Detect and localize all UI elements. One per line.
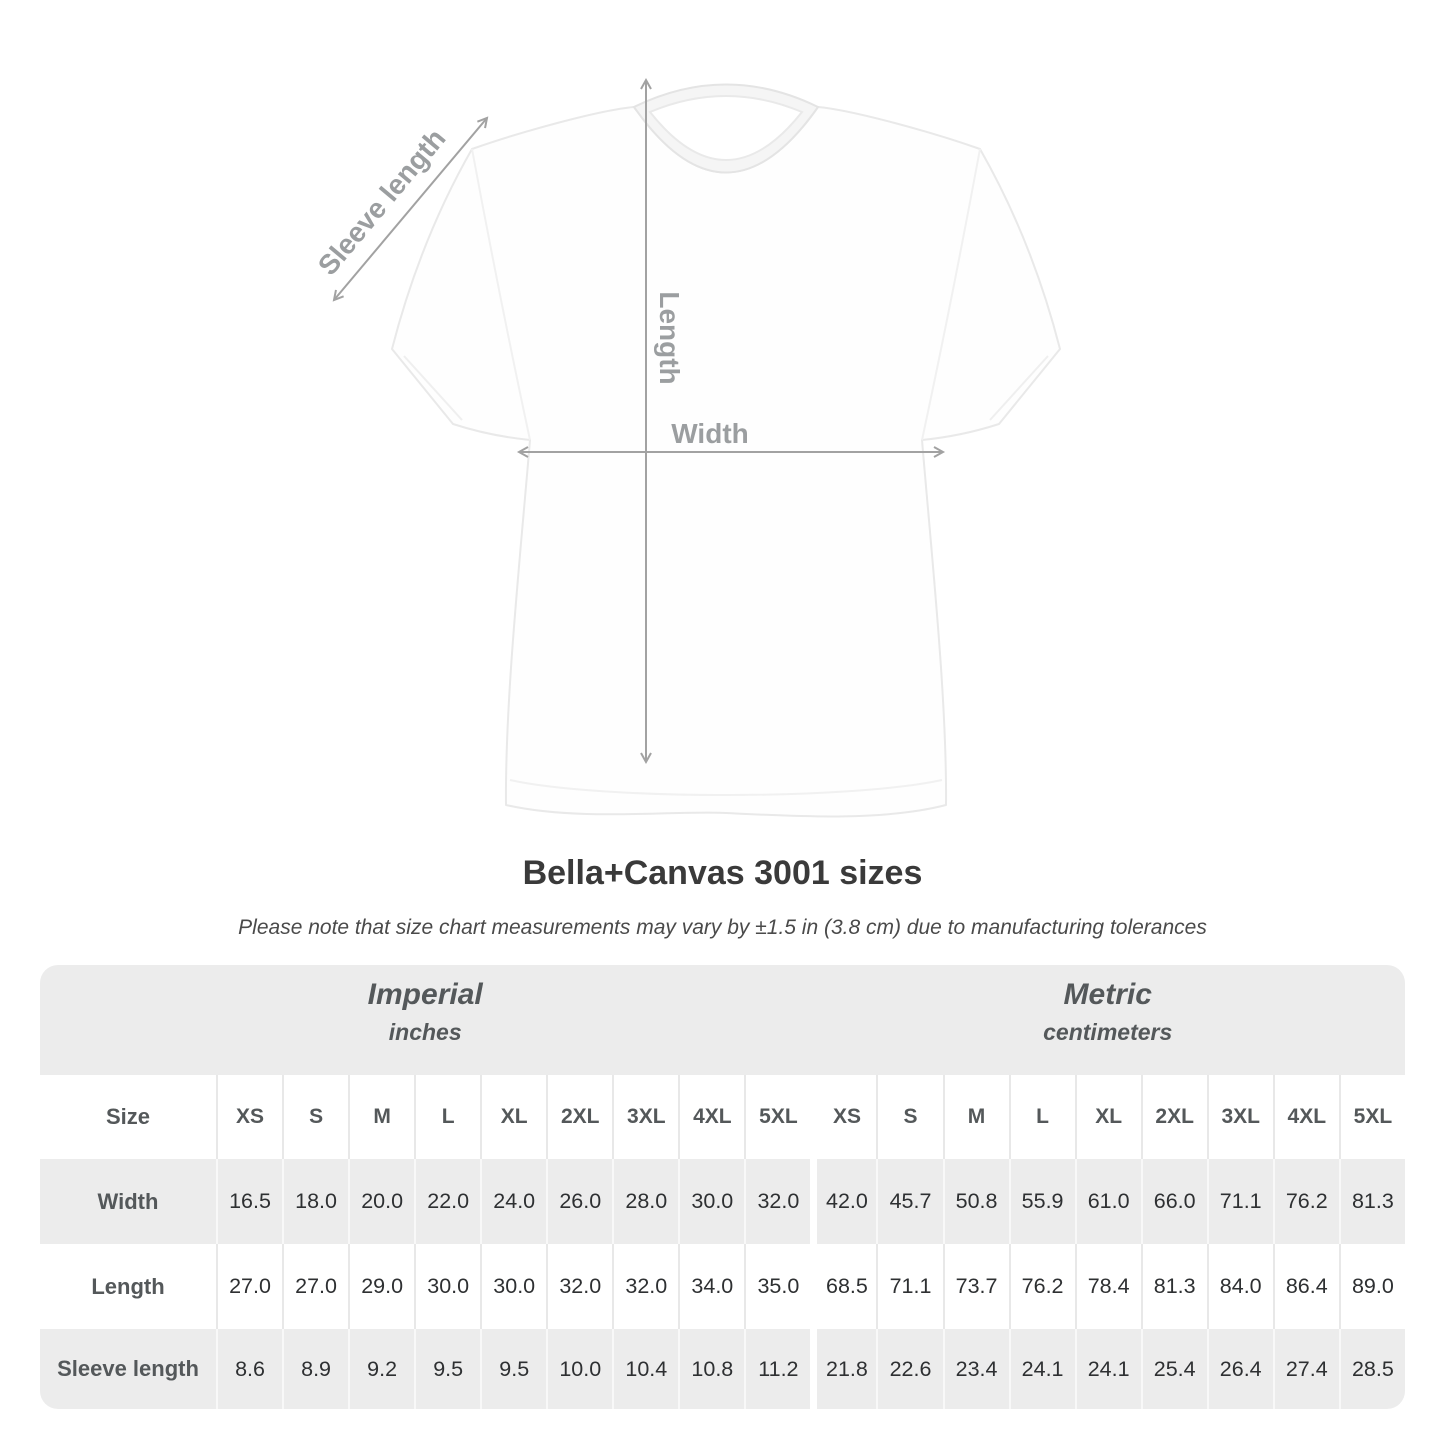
column-header-metric-s: S xyxy=(876,1075,942,1159)
size-value-cell: 11.2 xyxy=(744,1329,811,1409)
size-value-cell: 28.5 xyxy=(1338,1329,1405,1409)
size-value-cell: 66.0 xyxy=(1140,1159,1207,1244)
measurement-row: Width 16.5 18.0 20.0 22.0 24.0 26.0 28.0 30.0 32.… xyxy=(40,1159,1405,1244)
metric-group-header: Metric centimeters xyxy=(810,965,1405,1075)
column-header-metric-5xl: 5XL xyxy=(1338,1075,1405,1159)
measurement-row: Length 27.0 27.0 29.0 30.0 30.0 32.0 32.0 34.0 35… xyxy=(40,1244,1405,1329)
size-value-cell: 8.9 xyxy=(282,1329,349,1409)
size-value-cell: 76.2 xyxy=(1272,1159,1339,1244)
size-value-cell: 25.4 xyxy=(1140,1329,1207,1409)
column-header-imperial-m: M xyxy=(348,1075,414,1159)
size-value-cell: 18.0 xyxy=(282,1159,349,1244)
column-header-metric-2xl: 2XL xyxy=(1140,1075,1207,1159)
size-value-cell: 78.4 xyxy=(1074,1244,1141,1329)
size-value-cell: 9.2 xyxy=(348,1329,415,1409)
size-value-cell: 34.0 xyxy=(678,1244,745,1329)
size-value-cell: 28.0 xyxy=(612,1159,679,1244)
column-header-metric-4xl: 4XL xyxy=(1272,1075,1339,1159)
size-value-cell: 27.4 xyxy=(1272,1329,1339,1409)
size-value-cell: 21.8 xyxy=(810,1329,877,1409)
imperial-label: Imperial xyxy=(367,978,483,1011)
size-value-cell: 32.0 xyxy=(612,1244,679,1329)
width-label: Width xyxy=(671,418,749,449)
size-value-cell: 23.4 xyxy=(942,1329,1009,1409)
size-value-cell: 9.5 xyxy=(480,1329,547,1409)
size-value-cell: 45.7 xyxy=(876,1159,943,1244)
size-value-cell: 71.1 xyxy=(1206,1159,1273,1244)
size-value-cell: 42.0 xyxy=(810,1159,877,1244)
column-header-metric-xs: XS xyxy=(810,1075,876,1159)
size-value-cell: 27.0 xyxy=(282,1244,349,1329)
size-value-cell: 16.5 xyxy=(216,1159,283,1244)
size-value-cell: 81.3 xyxy=(1338,1159,1405,1244)
column-header-metric-xl: XL xyxy=(1074,1075,1141,1159)
size-value-cell: 73.7 xyxy=(942,1244,1009,1329)
size-chart: Imperial inches Metric centimeters Size … xyxy=(40,965,1405,1409)
size-value-cell: 24.0 xyxy=(480,1159,547,1244)
size-value-cell: 71.1 xyxy=(876,1244,943,1329)
size-value-cell: 50.8 xyxy=(942,1159,1009,1244)
row-label: Sleeve length xyxy=(40,1329,216,1409)
size-value-cell: 24.1 xyxy=(1074,1329,1141,1409)
size-value-cell: 10.4 xyxy=(612,1329,679,1409)
tshirt-measurement-diagram: Sleeve length Length Width xyxy=(312,77,1061,818)
column-header-imperial-4xl: 4XL xyxy=(678,1075,744,1159)
row-label: Length xyxy=(40,1244,216,1329)
column-header-imperial-xs: XS xyxy=(216,1075,282,1159)
size-table-body: Width 16.5 18.0 20.0 22.0 24.0 26.0 28.0 30.0 32.… xyxy=(40,1159,1405,1409)
tshirt-outline xyxy=(391,83,1061,818)
tolerance-note: Please note that size chart measurements… xyxy=(238,916,1207,939)
size-value-cell: 76.2 xyxy=(1008,1244,1075,1329)
column-header-metric-l: L xyxy=(1008,1075,1075,1159)
size-value-cell: 84.0 xyxy=(1206,1244,1273,1329)
imperial-unit: inches xyxy=(388,1019,462,1045)
size-value-cell: 68.5 xyxy=(810,1244,877,1329)
size-value-cell: 86.4 xyxy=(1272,1244,1339,1329)
size-value-cell: 26.4 xyxy=(1206,1329,1273,1409)
column-header-metric-m: M xyxy=(942,1075,1009,1159)
size-value-cell: 8.6 xyxy=(216,1329,283,1409)
size-header-row: Size XS S M L XL 2XL 3XL 4XL 5XL XS S M L XL 2XL 3XL 4XL… xyxy=(40,1075,1405,1159)
metric-label: Metric xyxy=(1063,978,1152,1011)
size-value-cell: 29.0 xyxy=(348,1244,415,1329)
size-value-cell: 55.9 xyxy=(1008,1159,1075,1244)
column-header-imperial-2xl: 2XL xyxy=(546,1075,612,1159)
size-value-cell: 32.0 xyxy=(744,1159,811,1244)
column-header-imperial-l: L xyxy=(414,1075,480,1159)
tshirt-diagram-svg: Sleeve length Length Width xyxy=(312,77,1061,818)
page-title: Bella+Canvas 3001 sizes xyxy=(522,854,923,892)
column-header-imperial-3xl: 3XL xyxy=(612,1075,678,1159)
column-header-imperial-5xl: 5XL xyxy=(744,1075,810,1159)
column-header-metric-3xl: 3XL xyxy=(1206,1075,1273,1159)
column-header-imperial-xl: XL xyxy=(480,1075,546,1159)
size-value-cell: 30.0 xyxy=(480,1244,547,1329)
size-value-cell: 27.0 xyxy=(216,1244,283,1329)
measurement-row: Sleeve length 8.6 8.9 9.2 9.5 9.5 10.0 10.4 10.8… xyxy=(40,1329,1405,1409)
size-value-cell: 81.3 xyxy=(1140,1244,1207,1329)
size-value-cell: 10.0 xyxy=(546,1329,613,1409)
size-value-cell: 26.0 xyxy=(546,1159,613,1244)
size-value-cell: 24.1 xyxy=(1008,1329,1075,1409)
imperial-group-header: Imperial inches xyxy=(40,965,811,1075)
size-value-cell: 61.0 xyxy=(1074,1159,1141,1244)
size-column-header: Size xyxy=(105,1104,151,1129)
size-value-cell: 30.0 xyxy=(414,1244,481,1329)
size-value-cell: 22.6 xyxy=(876,1329,943,1409)
size-value-cell: 89.0 xyxy=(1338,1244,1405,1329)
size-value-cell: 22.0 xyxy=(414,1159,481,1244)
size-chart-table: Imperial inches Metric centimeters Size … xyxy=(40,965,1405,1409)
metric-unit: centimeters xyxy=(1043,1019,1173,1045)
sleeve-length-arrow xyxy=(332,116,489,302)
size-value-cell: 10.8 xyxy=(678,1329,745,1409)
row-label: Width xyxy=(40,1159,216,1244)
unit-group-row: Imperial inches Metric centimeters xyxy=(40,965,1405,1075)
column-header-imperial-s: S xyxy=(282,1075,348,1159)
size-value-cell: 30.0 xyxy=(678,1159,745,1244)
size-value-cell: 35.0 xyxy=(744,1244,811,1329)
size-value-cell: 9.5 xyxy=(414,1329,481,1409)
size-value-cell: 32.0 xyxy=(546,1244,613,1329)
size-value-cell: 20.0 xyxy=(348,1159,415,1244)
length-label: Length xyxy=(654,291,685,384)
